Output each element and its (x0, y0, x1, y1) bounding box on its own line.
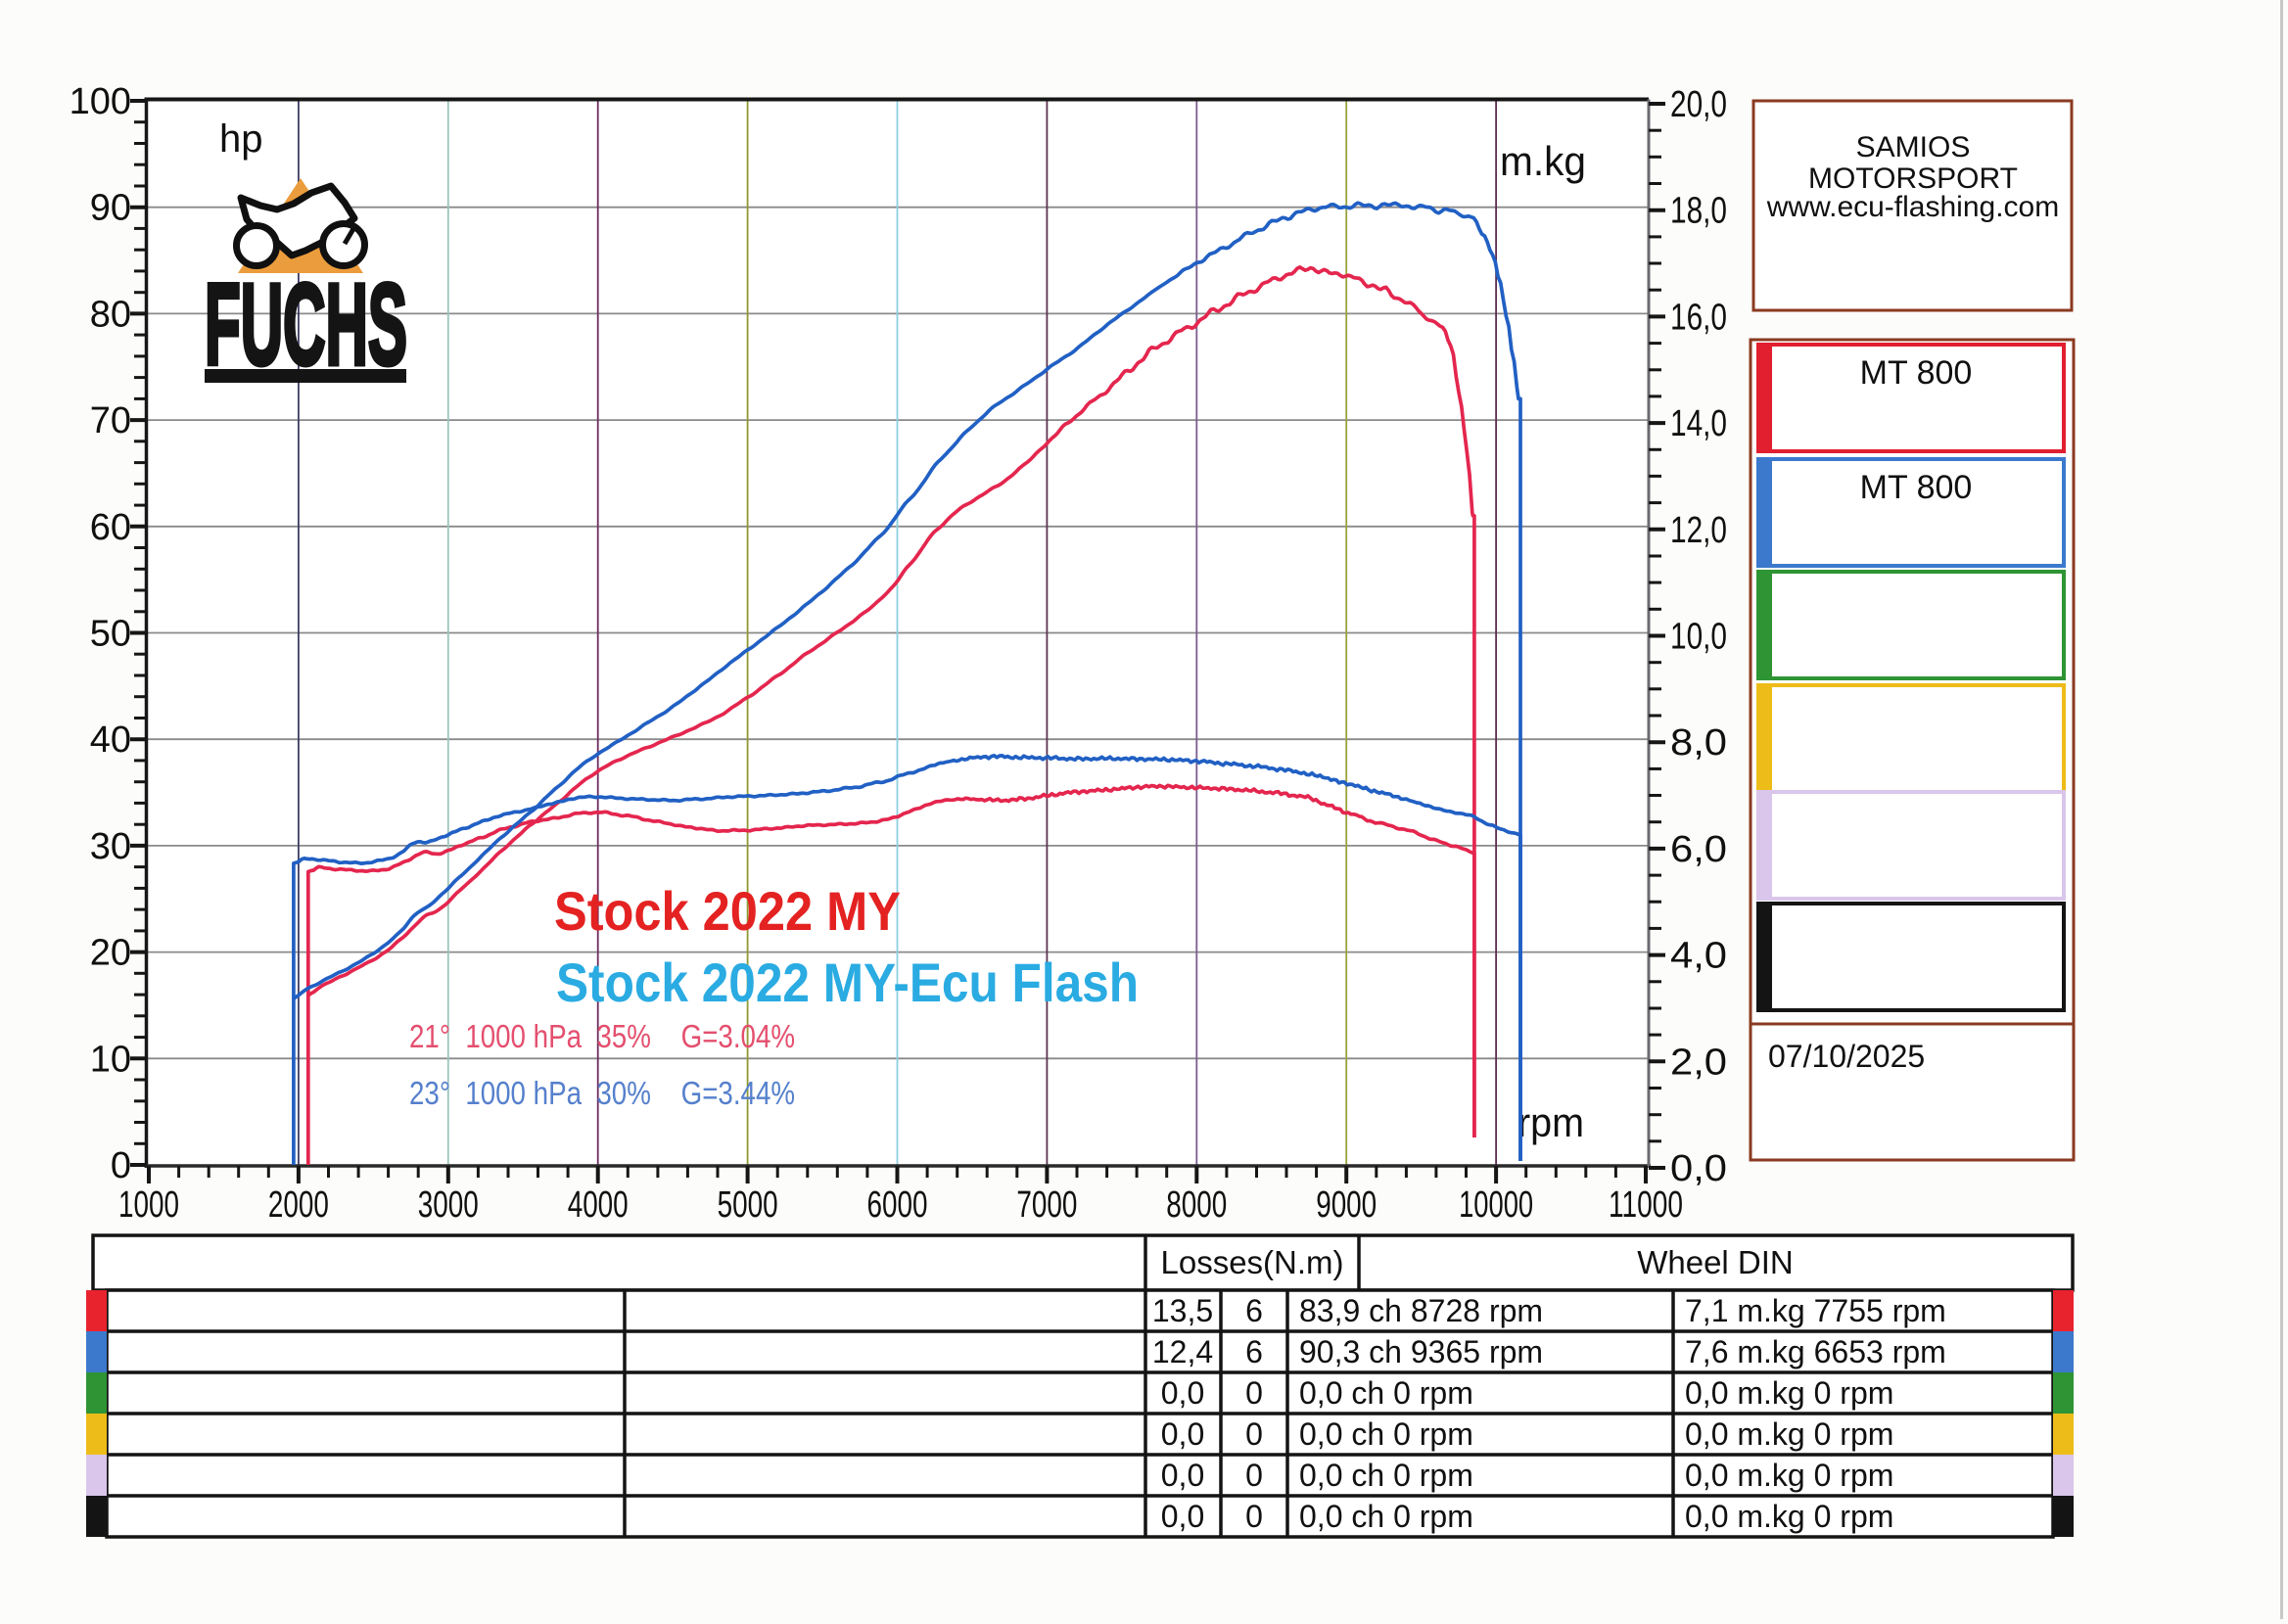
svg-text:2000: 2000 (268, 1184, 329, 1226)
svg-text:83,9 ch 8728 rpm: 83,9 ch 8728 rpm (1299, 1293, 1543, 1328)
svg-text:Losses(N.m): Losses(N.m) (1160, 1244, 1343, 1280)
svg-text:9000: 9000 (1316, 1184, 1377, 1226)
svg-text:Wheel DIN: Wheel DIN (1637, 1244, 1794, 1280)
svg-text:100: 100 (70, 81, 131, 122)
svg-text:0,0 m.kg 0 rpm: 0,0 m.kg 0 rpm (1685, 1499, 1893, 1534)
svg-text:m.kg: m.kg (1500, 138, 1586, 184)
svg-text:18,0: 18,0 (1670, 191, 1727, 232)
svg-text:Stock 2022 MY-Ecu Flash: Stock 2022 MY-Ecu Flash (556, 951, 1139, 1013)
svg-text:21° 1000 hPa 35% G=3.04%: 21° 1000 hPa 35% G=3.04% (409, 1018, 795, 1054)
svg-text:SAMIOS: SAMIOS (1856, 131, 1971, 163)
svg-text:3000: 3000 (418, 1184, 479, 1226)
svg-text:10000: 10000 (1459, 1184, 1533, 1226)
svg-text:13,5: 13,5 (1152, 1293, 1213, 1328)
svg-text:8000: 8000 (1166, 1184, 1227, 1226)
svg-text:2,0: 2,0 (1670, 1042, 1727, 1083)
svg-text:0,0 m.kg 0 rpm: 0,0 m.kg 0 rpm (1685, 1375, 1893, 1411)
svg-text:7,1 m.kg 7755 rpm: 7,1 m.kg 7755 rpm (1685, 1293, 1946, 1328)
svg-text:50: 50 (90, 614, 131, 655)
svg-text:www.ecu-flashing.com: www.ecu-flashing.com (1766, 191, 2059, 223)
svg-text:0,0: 0,0 (1161, 1458, 1204, 1493)
svg-text:0,0 ch 0 rpm: 0,0 ch 0 rpm (1299, 1458, 1473, 1493)
svg-text:7000: 7000 (1016, 1184, 1077, 1226)
svg-text:6: 6 (1245, 1334, 1263, 1369)
svg-text:0,0: 0,0 (1161, 1499, 1204, 1534)
svg-text:6000: 6000 (867, 1184, 928, 1226)
svg-text:MOTORSPORT: MOTORSPORT (1808, 162, 2018, 195)
svg-text:0,0: 0,0 (1161, 1416, 1204, 1452)
svg-text:12,4: 12,4 (1152, 1334, 1213, 1369)
svg-text:11000: 11000 (1609, 1184, 1683, 1226)
svg-text:12,0: 12,0 (1670, 510, 1727, 551)
svg-text:MT 800: MT 800 (1860, 354, 1973, 392)
svg-text:8,0: 8,0 (1670, 722, 1727, 764)
svg-text:60: 60 (90, 507, 131, 548)
svg-text:0: 0 (1245, 1458, 1263, 1493)
svg-text:10,0: 10,0 (1670, 617, 1727, 658)
svg-text:6,0: 6,0 (1670, 829, 1727, 870)
svg-text:30: 30 (90, 826, 131, 867)
svg-text:0,0 m.kg 0 rpm: 0,0 m.kg 0 rpm (1685, 1416, 1893, 1452)
svg-text:10: 10 (90, 1039, 131, 1080)
svg-text:0: 0 (1245, 1375, 1263, 1411)
svg-text:90,3 ch 9365 rpm: 90,3 ch 9365 rpm (1299, 1334, 1543, 1369)
svg-text:80: 80 (90, 294, 131, 335)
svg-text:0,0: 0,0 (1161, 1375, 1204, 1411)
svg-text:70: 70 (90, 400, 131, 441)
svg-text:4,0: 4,0 (1670, 936, 1727, 977)
svg-text:0: 0 (1245, 1499, 1263, 1534)
svg-text:6: 6 (1245, 1293, 1263, 1328)
svg-text:90: 90 (90, 188, 131, 229)
svg-text:hp: hp (219, 117, 263, 161)
svg-text:0,0 ch 0 rpm: 0,0 ch 0 rpm (1299, 1375, 1473, 1411)
svg-text:0,0 ch 0 rpm: 0,0 ch 0 rpm (1299, 1499, 1473, 1534)
svg-text:rpm: rpm (1518, 1099, 1584, 1145)
svg-text:0,0 ch 0 rpm: 0,0 ch 0 rpm (1299, 1416, 1473, 1452)
svg-text:07/10/2025: 07/10/2025 (1768, 1039, 1925, 1074)
svg-text:14,0: 14,0 (1670, 403, 1727, 444)
svg-text:Stock 2022 MY: Stock 2022 MY (554, 880, 901, 942)
svg-text:7,6 m.kg 6653 rpm: 7,6 m.kg 6653 rpm (1685, 1334, 1946, 1369)
svg-text:20,0: 20,0 (1670, 84, 1727, 125)
svg-text:0,0 m.kg 0 rpm: 0,0 m.kg 0 rpm (1685, 1458, 1893, 1493)
svg-text:20: 20 (90, 933, 131, 974)
svg-text:40: 40 (90, 719, 131, 761)
svg-text:23° 1000 hPa 30% G=3.44%: 23° 1000 hPa 30% G=3.44% (409, 1075, 795, 1111)
svg-text:0: 0 (1245, 1416, 1263, 1452)
svg-text:0,0: 0,0 (1670, 1148, 1727, 1189)
svg-text:MT 800: MT 800 (1860, 469, 1973, 506)
svg-text:1000: 1000 (118, 1184, 179, 1226)
svg-text:0: 0 (111, 1145, 131, 1186)
svg-text:4000: 4000 (568, 1184, 629, 1226)
svg-text:16,0: 16,0 (1670, 297, 1727, 338)
svg-text:5000: 5000 (718, 1184, 778, 1226)
